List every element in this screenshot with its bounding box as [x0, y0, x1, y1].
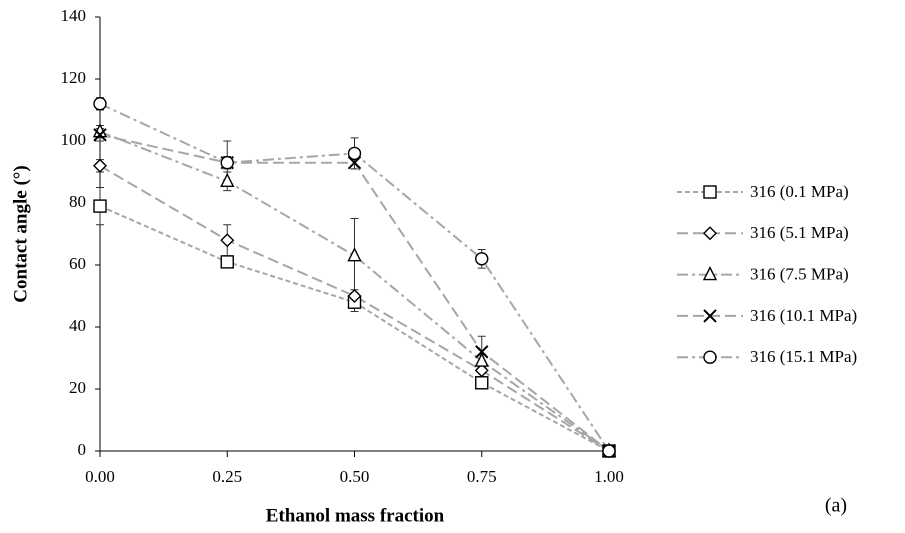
data-point [220, 155, 234, 170]
series-line [99, 164, 610, 452]
y-tick-label: 60 [69, 254, 86, 273]
legend-marker [702, 266, 718, 281]
y-axis-label: Contact angle (°) [10, 165, 31, 302]
legend-label: 316 (0.1 MPa) [750, 182, 849, 201]
data-point [474, 352, 489, 367]
data-point [93, 97, 107, 111]
x-tick-label: 0.25 [212, 467, 242, 486]
data-point [93, 158, 107, 173]
x-axis-label: Ethanol mass fraction [266, 505, 445, 526]
legend-label: 316 (15.1 MPa) [750, 347, 857, 366]
data-point [93, 199, 107, 213]
data-point [347, 247, 362, 262]
y-tick-label: 80 [69, 192, 86, 211]
y-tick-label: 40 [69, 316, 86, 335]
legend-marker [703, 226, 717, 241]
y-tick-label: 20 [69, 378, 86, 397]
data-point [347, 289, 362, 303]
legend-label: 316 (10.1 MPa) [750, 306, 857, 325]
data-point [475, 252, 489, 266]
legend-marker [703, 309, 717, 323]
data-point [220, 233, 235, 248]
legend-label: 316 (7.5 MPa) [750, 265, 849, 284]
y-tick-label: 120 [61, 68, 87, 87]
x-tick-label: 1.00 [594, 467, 624, 486]
data-point [475, 376, 489, 390]
data-point [220, 255, 234, 269]
legend-marker [703, 185, 717, 199]
annotation: (a) [825, 495, 847, 517]
series-line [99, 130, 610, 452]
data-point [602, 444, 616, 458]
y-tick-label: 100 [61, 130, 87, 149]
data-point [220, 172, 235, 188]
y-tick-label: 0 [78, 440, 87, 459]
data-point [93, 128, 107, 142]
data-point [475, 345, 489, 359]
y-tick-label: 140 [61, 6, 87, 25]
data-point [474, 363, 489, 378]
x-tick-label: 0.50 [340, 467, 370, 486]
data-point [347, 146, 362, 161]
x-tick-label: 0.75 [467, 467, 497, 486]
x-tick-label: 0.00 [85, 467, 115, 486]
legend-label: 316 (5.1 MPa) [750, 223, 849, 242]
legend-marker [703, 350, 717, 364]
